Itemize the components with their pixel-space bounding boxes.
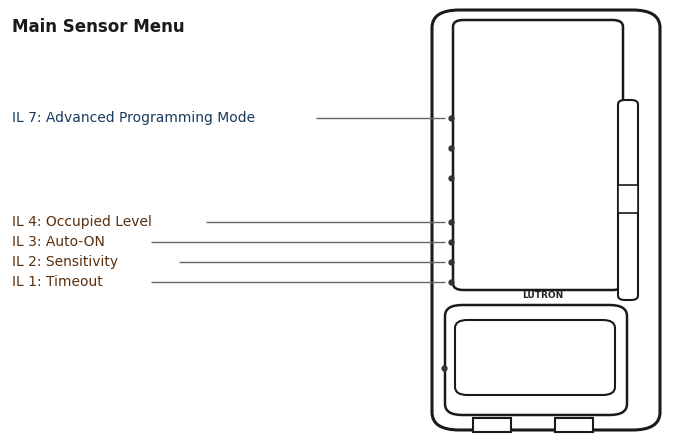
Text: IL 1: Timeout: IL 1: Timeout bbox=[12, 275, 103, 289]
FancyBboxPatch shape bbox=[432, 10, 660, 430]
Text: IL 7: Advanced Programming Mode: IL 7: Advanced Programming Mode bbox=[12, 111, 255, 125]
FancyBboxPatch shape bbox=[453, 20, 623, 290]
FancyBboxPatch shape bbox=[445, 305, 627, 415]
Bar bbox=[555, 418, 593, 432]
Text: IL 3: Auto-ON: IL 3: Auto-ON bbox=[12, 235, 105, 249]
Text: LUTRON: LUTRON bbox=[522, 291, 563, 299]
FancyBboxPatch shape bbox=[618, 100, 638, 300]
Bar bbox=[618, 185, 638, 213]
Text: IL 2: Sensitivity: IL 2: Sensitivity bbox=[12, 255, 118, 269]
Bar bbox=[473, 418, 511, 432]
Text: Main Sensor Menu: Main Sensor Menu bbox=[12, 18, 185, 36]
Text: IL 4: Occupied Level: IL 4: Occupied Level bbox=[12, 215, 152, 229]
FancyBboxPatch shape bbox=[455, 320, 615, 395]
